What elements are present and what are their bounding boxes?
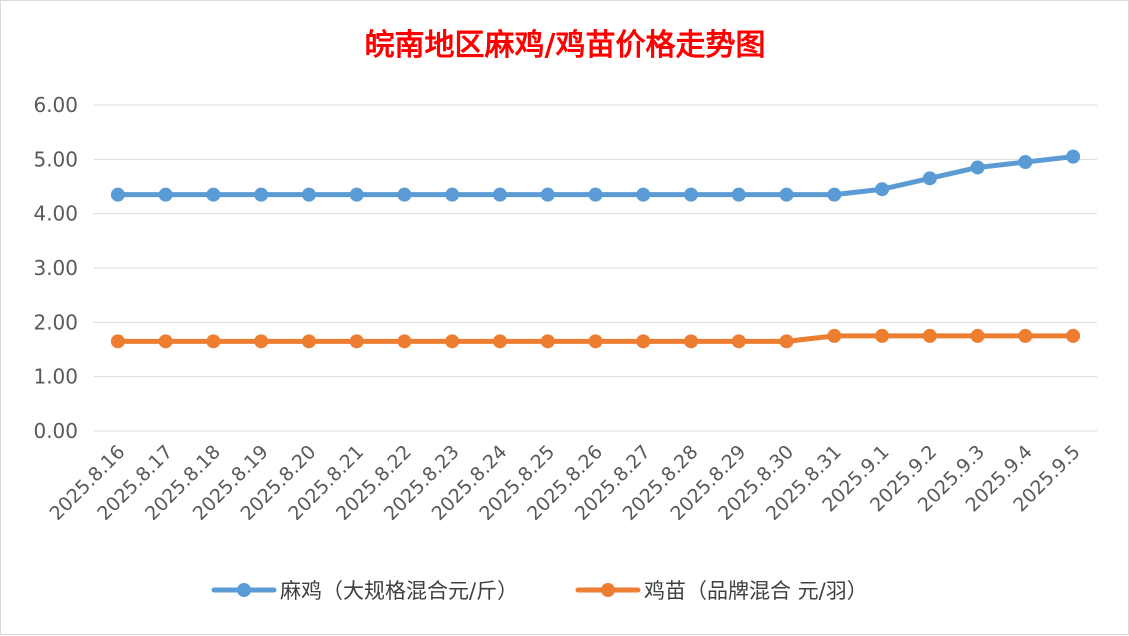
y-tick-label: 6.00 [33, 93, 78, 117]
legend-marker [237, 583, 251, 597]
data-point [779, 187, 794, 202]
data-point [1066, 328, 1081, 343]
data-point [1066, 149, 1081, 164]
data-point [922, 171, 937, 186]
data-point [779, 334, 794, 349]
data-point [1018, 328, 1033, 343]
data-point [636, 334, 651, 349]
data-point [636, 187, 651, 202]
data-point [875, 182, 890, 197]
data-point [492, 187, 507, 202]
legend-entry: 麻鸡（大规格混合元/斤） [211, 579, 518, 603]
data-point [540, 187, 555, 202]
grid-lines [94, 104, 1097, 432]
legend: 麻鸡（大规格混合元/斤） 鸡苗（品牌混合 元/羽） [211, 579, 868, 603]
legend-entry: 鸡苗（品牌混合 元/羽） [575, 579, 868, 603]
legend-label: 麻鸡（大规格混合元/斤） [280, 579, 518, 603]
data-point [301, 187, 316, 202]
data-point [158, 334, 173, 349]
data-point [349, 334, 364, 349]
data-point [349, 187, 364, 202]
data-point [301, 334, 316, 349]
y-tick-label: 1.00 [33, 365, 78, 389]
y-axis-ticks: 0.00 1.00 2.00 3.00 4.00 5.00 6.00 [33, 93, 78, 443]
y-tick-label: 2.00 [33, 310, 78, 334]
data-point [445, 334, 460, 349]
x-axis-ticks: 2025.8.162025.8.172025.8.182025.8.192025… [45, 441, 1084, 525]
series-lines [110, 149, 1081, 349]
legend-marker [601, 583, 615, 597]
data-point [540, 334, 555, 349]
data-point [397, 334, 412, 349]
data-point [254, 187, 269, 202]
data-point [1018, 155, 1033, 170]
y-tick-label: 0.00 [33, 419, 78, 443]
data-point [970, 160, 985, 175]
y-tick-label: 4.00 [33, 202, 78, 226]
data-point [445, 187, 460, 202]
data-point [206, 334, 221, 349]
y-tick-label: 5.00 [33, 147, 78, 171]
data-point [731, 334, 746, 349]
data-point [254, 334, 269, 349]
data-point [206, 187, 221, 202]
series-1 [110, 149, 1081, 202]
data-point [922, 328, 937, 343]
data-point [875, 328, 890, 343]
data-point [827, 187, 842, 202]
data-point [158, 187, 173, 202]
data-point [397, 187, 412, 202]
data-point [684, 334, 699, 349]
data-point [588, 334, 603, 349]
data-point [110, 334, 125, 349]
chart-title: 皖南地区麻鸡/鸡苗价格走势图 [365, 28, 766, 63]
data-point [731, 187, 746, 202]
legend-label: 鸡苗（品牌混合 元/羽） [644, 579, 868, 603]
data-point [492, 334, 507, 349]
data-point [827, 328, 842, 343]
data-point [588, 187, 603, 202]
data-point [970, 328, 985, 343]
y-tick-label: 3.00 [33, 256, 78, 280]
data-point [110, 187, 125, 202]
series-2 [110, 328, 1081, 349]
data-point [684, 187, 699, 202]
